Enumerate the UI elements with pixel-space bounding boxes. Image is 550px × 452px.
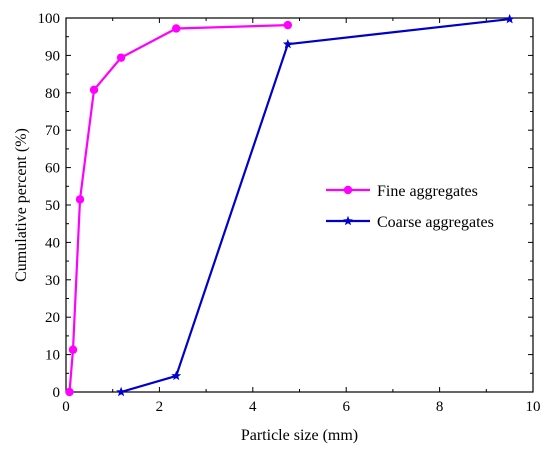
data-point-coarse-aggregates <box>116 386 127 397</box>
x-tick-label: 4 <box>249 399 257 415</box>
data-point-fine-aggregates <box>75 195 85 204</box>
data-point-fine-aggregates <box>283 20 293 30</box>
y-tick-label: 90 <box>45 48 60 64</box>
x-axis-title: Particle size (mm) <box>241 427 358 444</box>
data-point-fine-aggregates <box>116 53 126 62</box>
data-point-coarse-aggregates <box>171 370 182 381</box>
legend-marker-coarse-aggregates <box>343 215 353 226</box>
x-tick-label: 8 <box>436 399 444 415</box>
data-point-coarse-aggregates <box>504 13 515 24</box>
plot-area-border <box>65 17 534 393</box>
x-tick-label: 10 <box>526 399 541 415</box>
y-tick-label: 30 <box>45 273 60 289</box>
y-tick-label: 70 <box>45 123 60 139</box>
y-tick-label: 80 <box>45 86 60 102</box>
y-tick-label: 40 <box>45 235 60 251</box>
series-group <box>65 13 515 397</box>
data-point-fine-aggregates <box>89 85 99 95</box>
y-tick-label: 10 <box>45 348 60 364</box>
y-tick-label: 20 <box>45 310 60 326</box>
legend-label-coarse-aggregates: Coarse aggregates <box>377 214 494 231</box>
y-tick-label: 0 <box>53 385 61 401</box>
series-line-fine-aggregates <box>68 24 288 393</box>
legend-label-fine-aggregates: Fine aggregates <box>377 183 478 200</box>
y-tick-label: 100 <box>38 11 61 27</box>
data-point-fine-aggregates <box>65 387 74 397</box>
data-point-coarse-aggregates <box>282 38 293 49</box>
x-tick-label: 0 <box>62 399 70 415</box>
legend-marker-fine-aggregates <box>343 185 353 195</box>
x-tick-label: 6 <box>342 399 350 415</box>
y-tick-label: 60 <box>45 161 60 177</box>
y-tick-label: 50 <box>45 198 60 214</box>
data-point-fine-aggregates <box>68 345 78 354</box>
series-line-coarse-aggregates <box>120 18 510 394</box>
legend: Fine aggregates Coarse aggregates <box>326 183 494 231</box>
y-axis-title: Cumulative percent (%) <box>13 128 30 282</box>
data-point-fine-aggregates <box>172 24 181 33</box>
plot-frame <box>65 17 534 393</box>
x-tick-label: 2 <box>156 399 164 415</box>
